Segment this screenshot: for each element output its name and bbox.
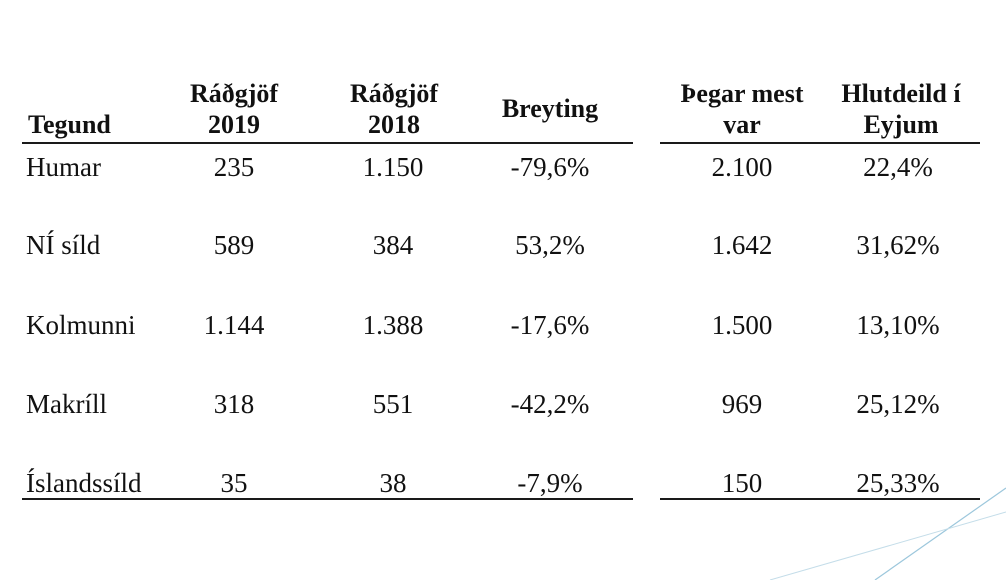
cell-tegund-kolmunni: Kolmunni [26,310,136,340]
header-radgjof-2019-line-2: 2019 [208,110,260,139]
cell-tegund-islandssild: Íslandssíld [26,468,142,498]
cell-breyting: -7,9% [517,468,583,498]
cell-breyting: -42,2% [510,389,590,419]
header-rule-right [660,142,980,144]
header-hlutdeild-line-1: Hlutdeild í [841,79,961,108]
header-thegar-mest-var: Þegar mest var [662,78,822,140]
cell-hlutdeild: 25,33% [856,468,940,498]
cell-radgjof-2019: 235 [213,152,255,182]
cell-hlutdeild: 31,62% [856,230,940,260]
header-thegar-mest-var-line-1: Þegar mest [680,79,804,108]
cell-radgjof-2019: 589 [213,230,255,260]
cell-radgjof-2018: 38 [379,468,407,498]
decoration-line-1 [874,487,1006,580]
cell-hlutdeild: 25,12% [856,389,940,419]
header-breyting-line-1: Breyting [501,94,599,123]
cell-breyting: -79,6% [510,152,590,182]
cell-radgjof-2019: 1.144 [203,310,265,340]
cell-tegund-humar: Humar [26,152,101,182]
cell-radgjof-2019: 35 [220,468,248,498]
header-radgjof-2019: Ráðgjöf 2019 [164,78,304,140]
cell-radgjof-2018: 551 [372,389,414,419]
cell-thegar-mest-var: 150 [721,468,763,498]
header-radgjof-2018-line-2: 2018 [368,110,420,139]
header-radgjof-2018-line-1: Ráðgjöf [349,79,439,108]
bottom-rule-right [660,498,980,500]
bottom-rule-left [22,498,633,500]
decoration-line-2 [769,511,1006,580]
header-radgjof-2018: Ráðgjöf 2018 [324,78,464,140]
header-hlutdeild: Hlutdeild í Eyjum [826,78,976,140]
header-tegund: Tegund [28,109,111,140]
cell-thegar-mest-var: 969 [721,389,763,419]
cell-thegar-mest-var: 2.100 [711,152,773,182]
header-rule-left [22,142,633,144]
cell-thegar-mest-var: 1.500 [711,310,773,340]
cell-radgjof-2018: 1.388 [362,310,424,340]
cell-radgjof-2018: 1.150 [362,152,424,182]
cell-tegund-ni-sild: NÍ síld [26,230,101,260]
cell-breyting: 53,2% [515,230,585,260]
cell-hlutdeild: 22,4% [863,152,933,182]
header-tegund-line-1: Tegund [28,110,111,139]
cell-hlutdeild: 13,10% [856,310,940,340]
header-breyting: Breyting [475,93,625,124]
header-hlutdeild-line-2: Eyjum [863,110,939,139]
cell-tegund-makrill: Makríll [26,389,107,419]
header-thegar-mest-var-line-2: var [723,110,761,139]
cell-radgjof-2018: 384 [372,230,414,260]
cell-radgjof-2019: 318 [213,389,255,419]
header-radgjof-2019-line-1: Ráðgjöf [189,79,279,108]
cell-thegar-mest-var: 1.642 [711,230,773,260]
cell-breyting: -17,6% [510,310,590,340]
